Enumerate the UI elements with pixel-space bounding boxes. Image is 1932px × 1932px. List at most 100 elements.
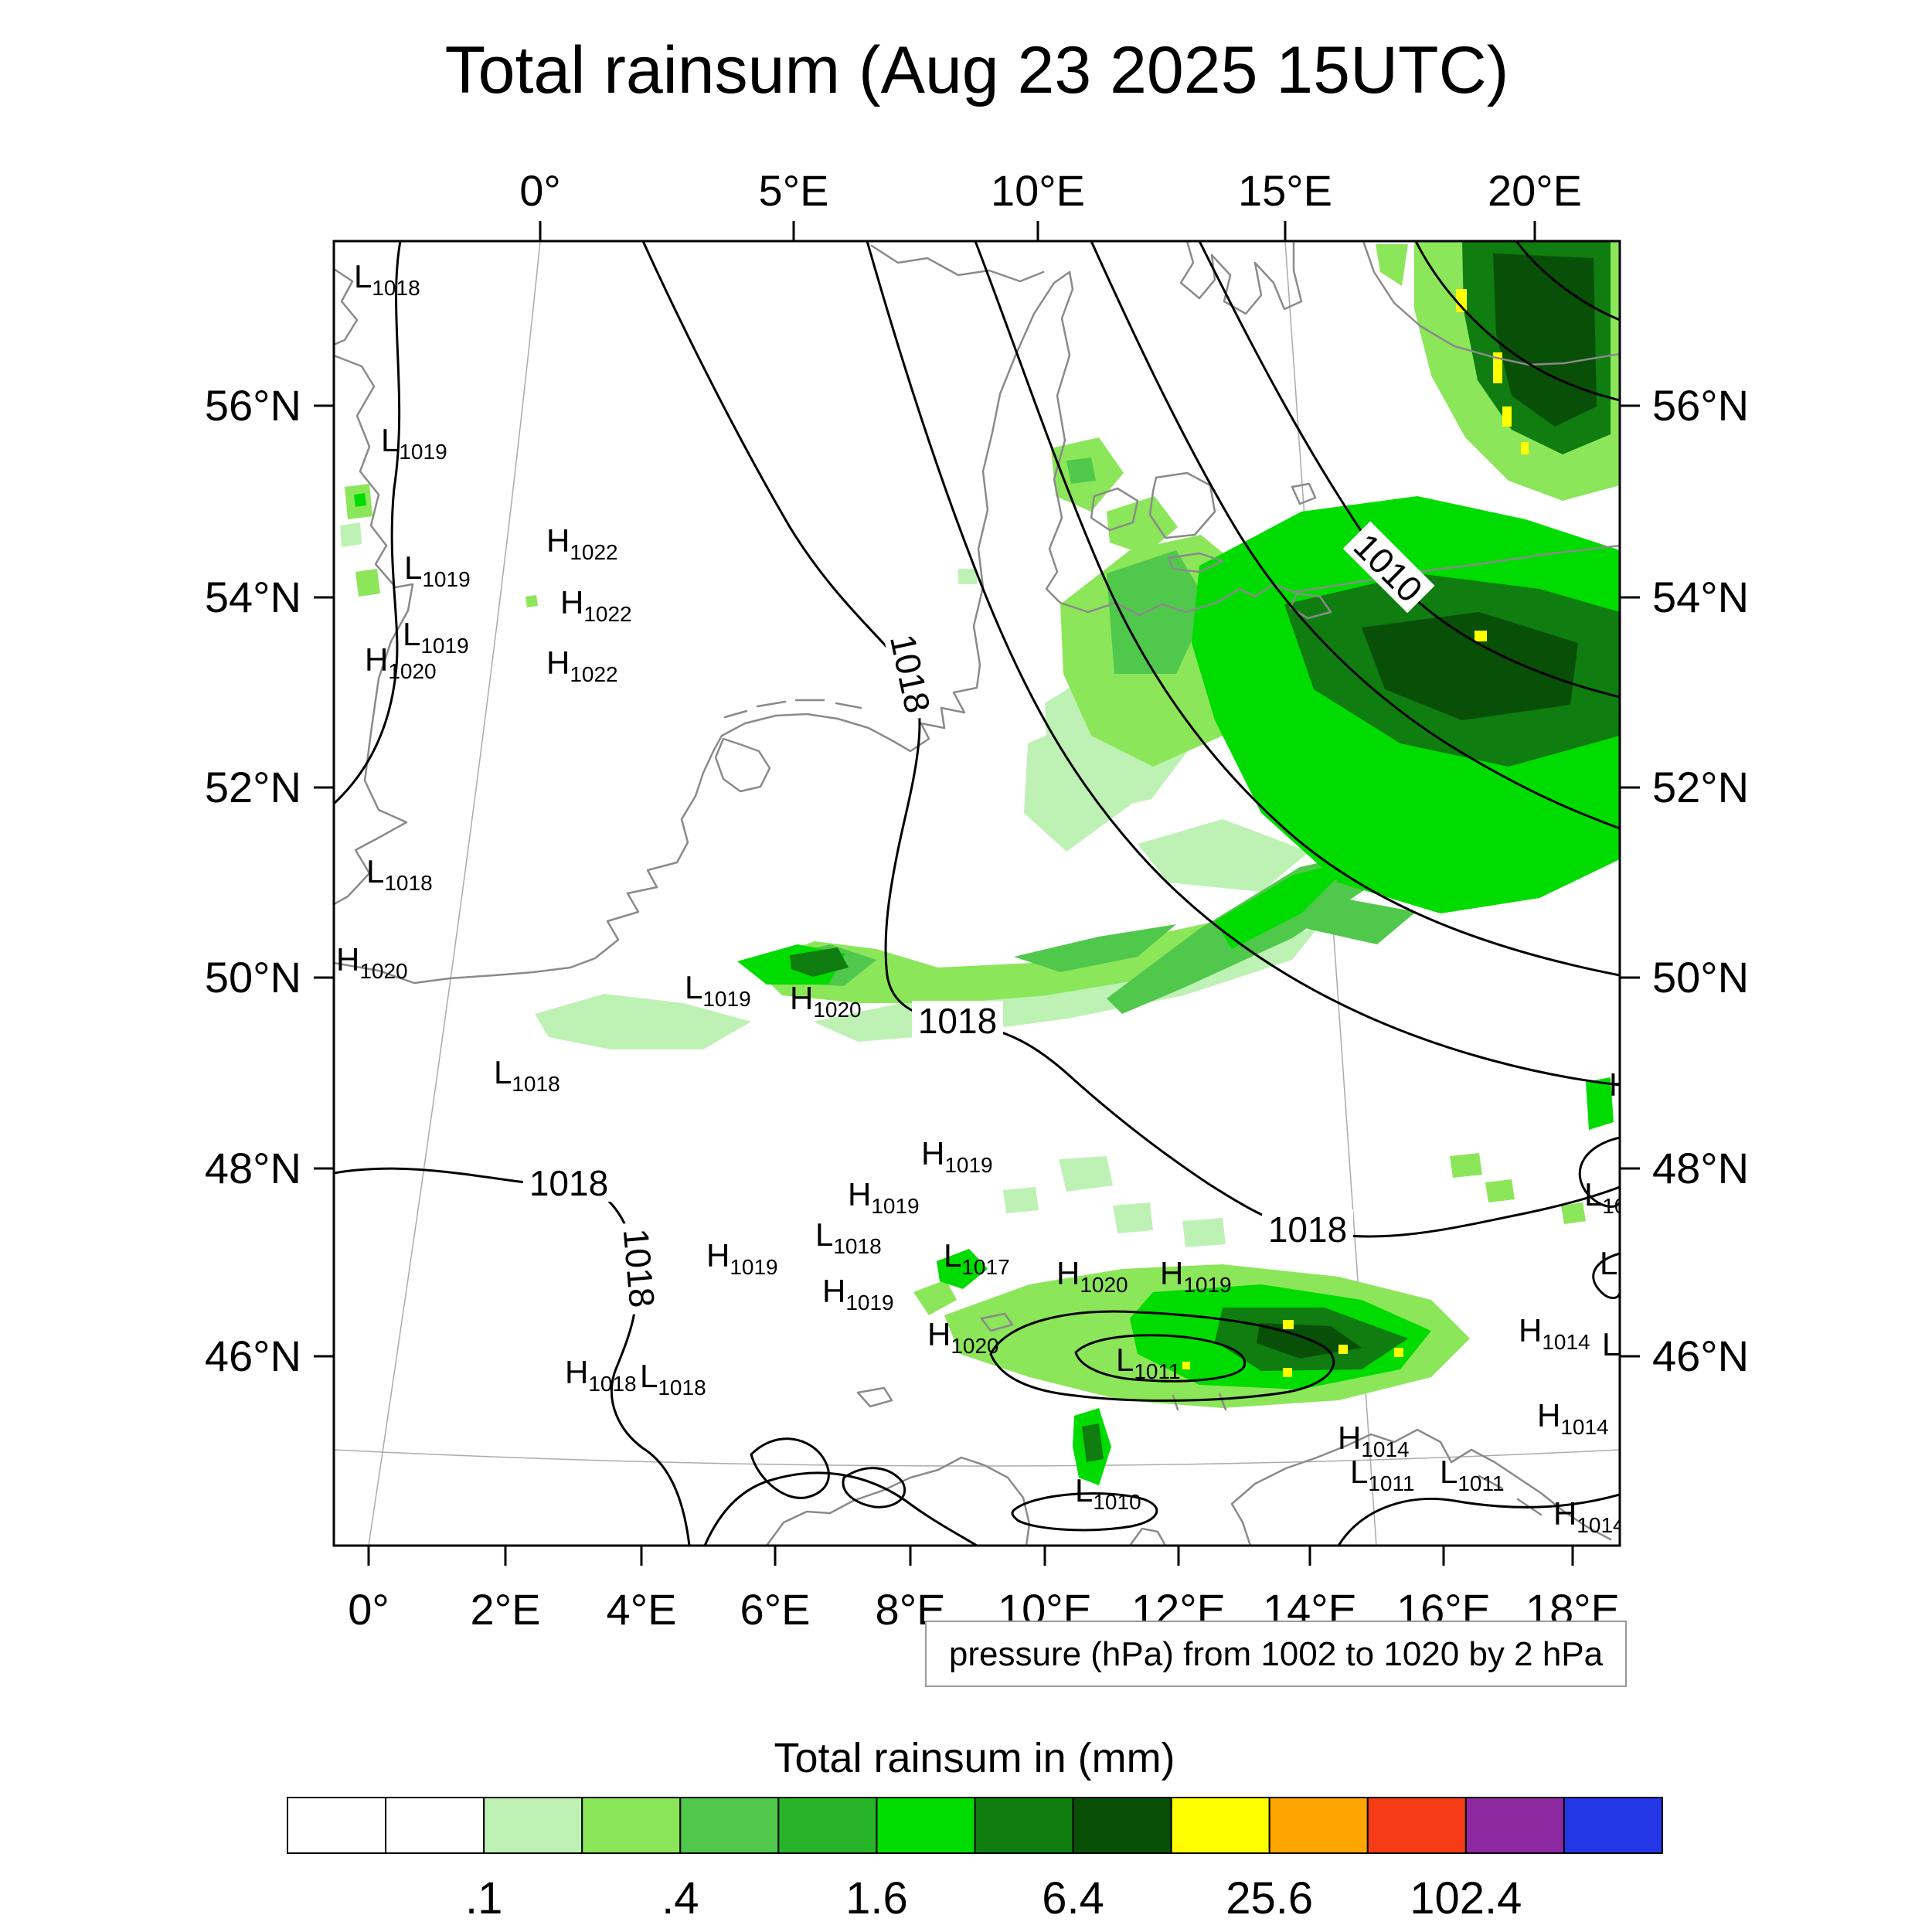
coast-bornholm [1291, 482, 1317, 505]
rain-area-vivid [354, 493, 366, 507]
contour-label-group: 1018 [523, 1163, 614, 1203]
pressure-center-h-part: H [1160, 1255, 1183, 1291]
rain-area-dark [1082, 1423, 1104, 1462]
contour-label-bg [616, 1220, 664, 1315]
pressure-center-h: H1014 [1553, 1495, 1625, 1537]
pressure-center-h-part: 1014 [1542, 1330, 1590, 1354]
pressure-center-l-part: L [1116, 1342, 1134, 1378]
pressure-center-h-part: H [822, 1273, 845, 1309]
isobar-1008 [1414, 241, 1620, 402]
axis-tick-label: 0° [348, 1585, 389, 1634]
pressure-center-h-part: H [546, 522, 570, 559]
contour-label-bg [1262, 1209, 1353, 1248]
isobar-alpine-low-inner [1074, 1334, 1247, 1383]
rain-area-yellow [1521, 442, 1529, 454]
contour-label-bg [1342, 521, 1435, 614]
contour-label-group: 1018 [1262, 1209, 1353, 1250]
pressure-center-h: H1019 [921, 1135, 993, 1177]
pressure-center-h-part: 1020 [359, 959, 407, 983]
pressure-center-h-part: 1020 [813, 998, 861, 1022]
pressure-center-l-part: 1018 [372, 276, 420, 300]
pressure-center-h: H1020 [927, 1316, 999, 1358]
axis-top: 0° 5°E 10°E 15°E 20°E [519, 166, 1582, 241]
pressure-center-h-part: H [706, 1237, 730, 1274]
pressure-center-l-part: L [685, 969, 702, 1005]
pressure-center-l-part: L [1075, 1472, 1093, 1509]
isobar-alps-knot [842, 1467, 906, 1509]
contour-label-bg [523, 1163, 614, 1202]
colorbar-cell [287, 1797, 387, 1854]
pressure-center-h-part: 1020 [388, 659, 436, 683]
isobar-right-edge-loop [1578, 1136, 1620, 1208]
rain-area-yellow [1283, 1320, 1294, 1329]
pressure-center-h-part: H [1519, 1312, 1542, 1349]
pressure-center-h-part: 1019 [1183, 1273, 1231, 1297]
coast-lake-maggiore [1172, 1394, 1179, 1411]
pressure-center-h: H1020 [790, 980, 862, 1022]
rain-area-light [1107, 496, 1178, 555]
caption-border [925, 1621, 1627, 1687]
rain-area-yellow [1394, 1348, 1403, 1357]
rain-area-medium [1014, 924, 1176, 972]
axis-tick-label: 46°N [1652, 1332, 1749, 1380]
pressure-center-l-part: L [944, 1237, 961, 1274]
rain-area-vivid [937, 1249, 988, 1289]
graticule-45N [334, 1449, 1620, 1467]
pressure-center-h: H1019 [706, 1237, 778, 1279]
pressure-center-l: L1010 [1075, 1472, 1141, 1514]
rain-area-medium [1066, 457, 1096, 484]
rain-area-pale [535, 994, 751, 1049]
colorbar-cell [876, 1797, 976, 1854]
pressure-center-h-part: H [790, 980, 813, 1016]
colorbar-tick-label: .4 [662, 1873, 699, 1923]
rain-area-light [1485, 1179, 1515, 1202]
pressure-center-h-part: H [1609, 1066, 1632, 1103]
pressure-center-h-part: H [560, 584, 583, 621]
coast-england [334, 354, 414, 906]
isobar-alpine-low-outer [989, 1310, 1335, 1402]
pressure-caption-box: pressure (hPa) from 1002 to 1020 by 2 hP… [925, 1621, 1627, 1687]
rain-area-pale [340, 522, 362, 547]
coast-lake-constance [980, 1312, 1014, 1332]
colorbar-cell [1170, 1797, 1270, 1854]
pressure-center-h-part: H [365, 641, 388, 678]
pressure-center-l-part: 1010 [1093, 1490, 1141, 1514]
pressure-center-labels: L1018L1019L1019L1019H1020H1022H1022H1022… [336, 258, 1638, 1537]
coast-britain-north [334, 267, 359, 346]
pressure-center-h-part: H [1553, 1495, 1577, 1532]
coast-frisian-island [723, 709, 748, 719]
pressure-center-h-part: 1019 [730, 1255, 777, 1279]
pressure-center-l: L101 [1584, 1176, 1638, 1218]
rain-area-pale [1182, 1218, 1226, 1247]
pressure-center-h-part: H [1537, 1397, 1560, 1434]
isobar-1012 [1090, 241, 1620, 830]
coast-mediterranean [765, 1456, 1031, 1546]
pressure-center-l-part: L [1350, 1454, 1368, 1490]
axis-tick-label: 50°N [1652, 953, 1749, 1002]
caption-text: pressure (hPa) from 1002 to 1020 by 2 hP… [949, 1635, 1604, 1673]
pressure-center-l-part: L [381, 422, 399, 458]
rain-area-vivid [1215, 859, 1355, 949]
pressure-center-l-part: 1017 [961, 1255, 1009, 1279]
pressure-center-h-part: 1019 [871, 1194, 919, 1218]
coast-oslofjord [1179, 241, 1303, 315]
coast-adriatic [1230, 1428, 1612, 1546]
contour-label-group: 1018 [616, 1220, 664, 1315]
coast-ijsselmeer [714, 737, 771, 793]
coast-lolland [1167, 552, 1224, 573]
axis-tick-label: 15°E [1238, 166, 1332, 215]
rain-area-pale [1113, 1202, 1153, 1233]
colorbar-cell [1366, 1797, 1467, 1854]
pressure-center-h-part: 1022 [570, 662, 617, 686]
pressure-center-l: L1018 [354, 258, 420, 300]
rain-area-yellow [1456, 289, 1467, 312]
pressure-center-h-part: 1019 [944, 1153, 992, 1177]
axis-right: 56°N 54°N 52°N 50°N 48°N 46°N [1620, 381, 1749, 1380]
pressure-center-l-part: 101 [1602, 1194, 1638, 1218]
pressure-center-l: L1011 [1440, 1454, 1505, 1495]
rain-area-pale [1003, 1187, 1039, 1213]
graticule-0E [368, 241, 541, 1546]
pressure-center-l-part: L [404, 549, 422, 586]
pressure-center-h-part: H [927, 1316, 951, 1352]
